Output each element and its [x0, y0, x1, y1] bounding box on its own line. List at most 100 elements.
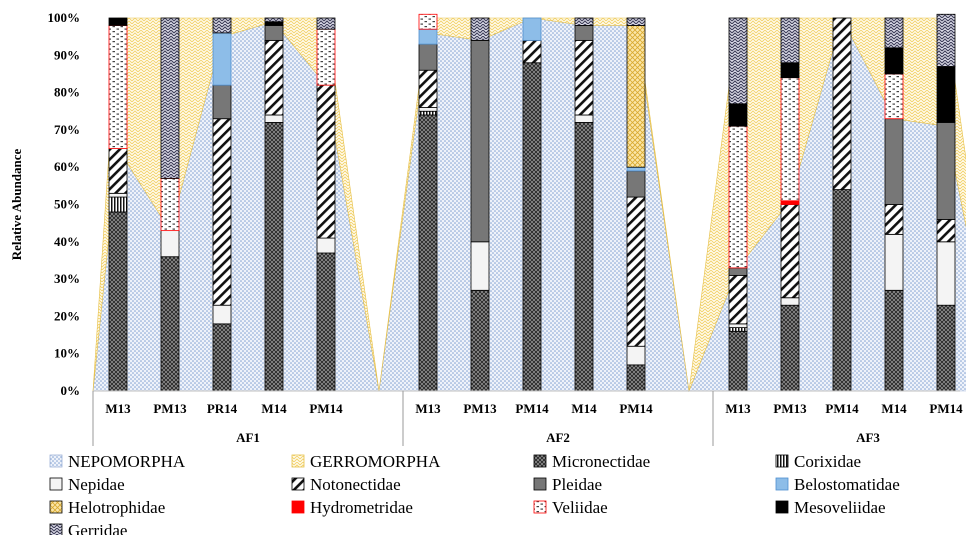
x-tick-label: M14 [571, 401, 597, 416]
bar-segment-notonectidae [522, 39, 542, 64]
bar-segment-notonectidae [832, 17, 852, 190]
bar-segment-corixidae [108, 196, 128, 213]
x-tick-label: PM14 [825, 401, 859, 416]
group-label: AF3 [856, 430, 880, 445]
bar-segment-notonectidae [780, 204, 800, 299]
bar-segment-mesoveliidae [780, 62, 800, 79]
y-tick-label: 90% [54, 47, 80, 62]
x-tick-label: PM13 [773, 401, 807, 416]
legend-swatch-veliidae [533, 500, 547, 514]
bar-segment-micronectidae [264, 122, 284, 392]
bar-segment-nepidae [264, 114, 284, 123]
bar-segment-nepidae [470, 241, 490, 291]
bar-segment-gerridae [160, 17, 180, 179]
bar-segment-pleidae [728, 267, 748, 276]
legend-swatch-nepidae [49, 477, 63, 491]
x-tick-label: M14 [261, 401, 287, 416]
bar-segment-pleidae [936, 122, 956, 220]
legend-swatch-notonectidae [291, 477, 305, 491]
legend-swatch-gerromorpha [291, 454, 305, 468]
bar-segment-nepidae [108, 192, 128, 198]
legend-label-hydrometridae: Hydrometridae [310, 498, 413, 517]
y-tick-label: 80% [54, 85, 80, 100]
bar-segment-nepidae [418, 107, 438, 112]
legend-swatch-nepomorpha [49, 454, 63, 468]
x-tick-label: M13 [725, 401, 751, 416]
bar-segment-belostomatidae [212, 32, 232, 86]
legend-label-nepidae: Nepidae [68, 475, 125, 494]
y-tick-label: 30% [54, 271, 80, 286]
y-axis-title: Relative Abundance [9, 148, 24, 260]
bar-segment-nepidae [160, 230, 180, 258]
bar-segment-micronectidae [728, 330, 748, 392]
legend-swatch-gerridae [49, 523, 63, 535]
bar-segment-gerridae [728, 17, 748, 105]
x-tick-label: M13 [415, 401, 441, 416]
bar-segment-micronectidae [470, 289, 490, 392]
bar-segment-gerridae [884, 17, 904, 49]
y-tick-label: 40% [54, 234, 80, 249]
bar-segment-micronectidae [212, 323, 232, 392]
bar-segment-notonectidae [626, 196, 646, 347]
legend: NEPOMORPHA GERROMORPHA Micronectidae Corixi… [49, 452, 900, 535]
bar-segment-gerridae [936, 13, 956, 67]
y-tick-label: 20% [54, 308, 80, 323]
bar-segment-gerridae [470, 17, 490, 41]
group-label: AF1 [236, 430, 260, 445]
bar-segment-micronectidae [160, 256, 180, 392]
bar-segment-gerridae [780, 17, 800, 64]
bar-segment-gerridae [264, 17, 284, 23]
bar-segment-gerridae [212, 17, 232, 34]
bar-segment-veliidae [884, 73, 904, 120]
legend-label-belostomatidae: Belostomatidae [794, 475, 900, 494]
bar-segment-pleidae [884, 118, 904, 205]
bar-segment-notonectidae [728, 274, 748, 325]
bar-segment-micronectidae [108, 211, 128, 392]
legend-swatch-mesoveliidae [775, 500, 789, 514]
bar-segment-mesoveliidae [884, 47, 904, 75]
bar-segment-belostomatidae [626, 166, 646, 172]
bar-segment-notonectidae [936, 219, 956, 243]
bar-segment-hydrometridae [780, 200, 800, 205]
bar-segment-veliidae [316, 28, 336, 86]
legend-swatch-micronectidae [533, 454, 547, 468]
bar-segment-micronectidae [832, 189, 852, 392]
bar-segment-nepidae [780, 297, 800, 306]
y-tick-label: 100% [48, 10, 81, 25]
bar-segment-pleidae [626, 170, 646, 198]
bar-segment-nepidae [884, 233, 904, 291]
bar-segment-veliidae [728, 125, 748, 269]
bar-segment-pleidae [470, 39, 490, 243]
bar-segment-micronectidae [780, 304, 800, 392]
y-tick-label: 0% [61, 383, 81, 398]
legend-label-micronectidae: Micronectidae [552, 452, 650, 471]
x-tick-label: M14 [881, 401, 907, 416]
legend-label-veliidae: Veliidae [552, 498, 608, 517]
bar-segment-corixidae [728, 327, 748, 332]
legend-label-corixidae: Corixidae [794, 452, 861, 471]
bar-segment-nepidae [212, 304, 232, 325]
x-tick-label: PR14 [207, 401, 238, 416]
y-tick-label: 70% [54, 122, 80, 137]
bar-segment-gerridae [626, 17, 646, 26]
bar-segment-micronectidae [316, 252, 336, 392]
bar-segment-veliidae [160, 177, 180, 232]
bar-segment-nepidae [728, 323, 748, 328]
bar-segment-notonectidae [108, 148, 128, 194]
y-tick-label: 10% [54, 346, 80, 361]
legend-swatch-corixidae [775, 454, 789, 468]
bar-segment-nepidae [936, 241, 956, 306]
x-tick-label: PM13 [463, 401, 497, 416]
bar-segment-micronectidae [574, 122, 594, 392]
axes-layer: 0% 10% 20% 30% 40% 50% 60% 70% 80% 90% 100% Relativ… [9, 10, 963, 446]
bar-segment-micronectidae [936, 304, 956, 392]
legend-label-nepomorpha: NEPOMORPHA [68, 452, 186, 471]
y-tick-label: 60% [54, 159, 80, 174]
bar-segment-micronectidae [626, 364, 646, 392]
legend-label-pleidae: Pleidae [552, 475, 602, 494]
bar-segment-micronectidae [522, 62, 542, 392]
bar-segment-pleidae [264, 25, 284, 41]
legend-label-notonectidae: Notonectidae [310, 475, 401, 494]
x-tick-label: M13 [105, 401, 131, 416]
bar-segment-micronectidae [884, 289, 904, 392]
